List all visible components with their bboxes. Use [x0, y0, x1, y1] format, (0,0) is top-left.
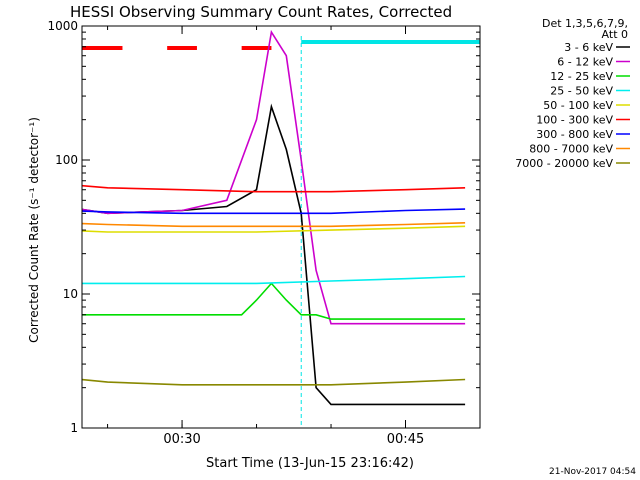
plot-frame: [81, 25, 481, 429]
legend-label-8: 800 - 7000 keV: [529, 143, 613, 156]
legend-label-5: 50 - 100 keV: [543, 99, 613, 112]
x-tick-label-5: 00:45: [387, 432, 424, 447]
legend-header-line-2: Att 0: [602, 28, 628, 41]
legend-label-2: 6 - 12 keV: [557, 56, 613, 69]
series-line-4: [82, 275, 466, 285]
x-tick-label-4: 00:30: [163, 432, 200, 447]
legend-label-1: 3 - 6 keV: [564, 41, 613, 54]
series-line-3: [82, 282, 466, 320]
chart-title: HESSI Observing Summary Count Rates, Cor…: [70, 3, 452, 21]
legend-label-6: 100 - 300 keV: [536, 114, 613, 127]
y-axis-label: Corrected Count Rate (s⁻¹ detector⁻¹): [27, 117, 41, 343]
x-axis-label: Start Time (13-Jun-15 23:16:42): [206, 456, 414, 471]
series-line-8: [82, 222, 466, 228]
timestamp: 21-Nov-2017 04:54: [549, 467, 636, 477]
series-line-9: [82, 378, 466, 386]
series-line-5: [82, 225, 466, 233]
legend-label-9: 7000 - 20000 keV: [515, 157, 613, 170]
y-tick-label-2: 100: [55, 153, 78, 167]
legend-header-line-1: Det 1,3,5,6,7,9,: [542, 17, 628, 30]
y-tick-label-1: 10: [63, 287, 78, 301]
y-tick-label-3: 1000: [47, 19, 78, 33]
series-line-2: [82, 29, 466, 325]
series-line-6: [82, 184, 466, 193]
legend-label-4: 25 - 50 keV: [550, 85, 613, 98]
series-line-7: [82, 208, 466, 215]
y-tick-label-0: 1: [70, 421, 78, 435]
data-group: FN: [82, 29, 480, 428]
legend-label-3: 12 - 25 keV: [550, 70, 613, 83]
legend-label-7: 300 - 800 keV: [536, 128, 613, 141]
series-line-1: [82, 103, 466, 406]
